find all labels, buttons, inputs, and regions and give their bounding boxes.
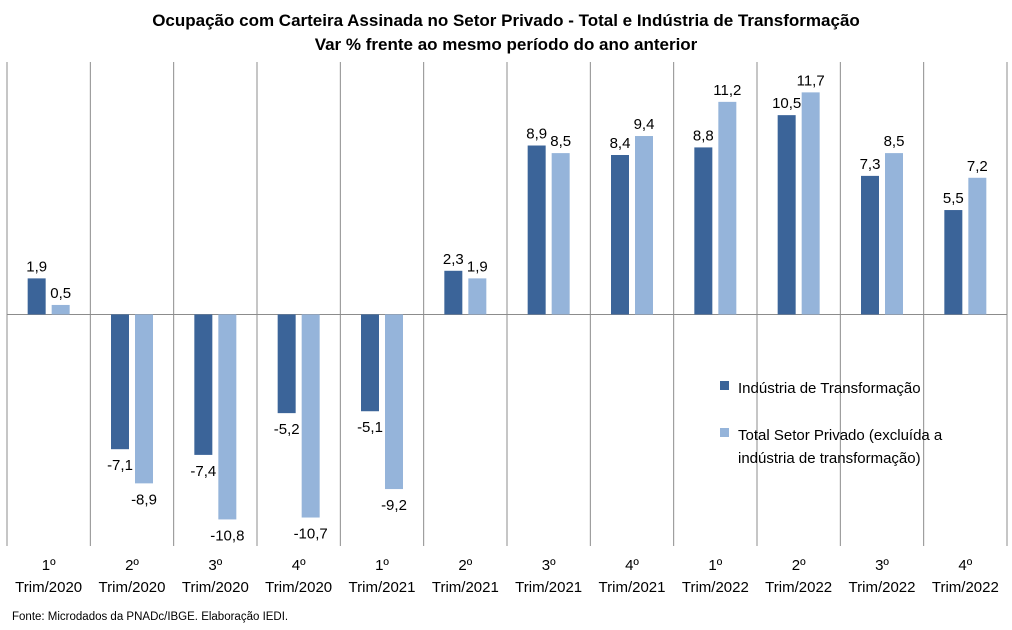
bar-total-6 — [551, 153, 570, 315]
bar-total-5 — [468, 278, 487, 315]
bar-industria-3 — [277, 314, 296, 414]
data-label: 7,3 — [860, 156, 881, 173]
bar-industria-5 — [444, 270, 463, 315]
bar-total-3 — [301, 314, 320, 518]
bar-total-0 — [51, 304, 70, 315]
x-tick-label: Trim/2021 — [432, 579, 499, 596]
x-tick-label: Trim/2022 — [932, 579, 999, 596]
data-label: -10,7 — [294, 526, 328, 543]
data-label: -5,1 — [357, 419, 383, 436]
bar-industria-7 — [611, 155, 629, 315]
data-label: 8,4 — [610, 135, 631, 152]
x-tick-label: Trim/2021 — [599, 579, 666, 596]
data-label: 8,8 — [693, 127, 714, 144]
data-label: 8,5 — [884, 133, 905, 150]
legend-label: Indústria de Transformação — [738, 380, 921, 397]
data-label: -7,4 — [190, 463, 216, 480]
bar-total-7 — [635, 136, 653, 315]
bar-industria-4 — [361, 314, 379, 412]
data-label: 8,9 — [526, 126, 547, 143]
bar-total-10 — [885, 153, 903, 315]
x-tick-label: 2º — [125, 557, 139, 574]
x-tick-label: 4º — [625, 557, 639, 574]
x-tick-label: 2º — [792, 557, 806, 574]
x-tick-label: Trim/2022 — [849, 579, 916, 596]
chart-title: Ocupação com Carteira Assinada no Setor … — [152, 11, 860, 30]
x-tick-label: 3º — [875, 557, 889, 574]
data-label: 2,3 — [443, 251, 464, 268]
bar-industria-6 — [527, 145, 546, 315]
x-tick-label: Trim/2020 — [15, 579, 82, 596]
bar-total-9 — [801, 92, 820, 315]
x-tick-label: Trim/2020 — [182, 579, 249, 596]
data-label: 5,5 — [943, 190, 964, 207]
data-label: 7,2 — [967, 158, 988, 175]
bar-industria-8 — [694, 147, 713, 315]
source-note: Fonte: Microdados da PNADc/IBGE. Elabora… — [12, 611, 289, 623]
x-tick-label: Trim/2022 — [682, 579, 749, 596]
data-label: 11,2 — [713, 82, 741, 99]
bar-industria-0 — [27, 278, 46, 315]
x-tick-label: Trim/2020 — [99, 579, 166, 596]
data-label: 1,9 — [467, 258, 488, 275]
bar-industria-2 — [194, 314, 213, 455]
x-tick-label: 4º — [958, 557, 972, 574]
data-label: -8,9 — [131, 491, 157, 508]
chart-title-block: Ocupação com Carteira Assinada no Setor … — [0, 9, 1012, 57]
bar-industria-11 — [944, 210, 963, 315]
x-tick-label: 1º — [708, 557, 722, 574]
x-tick-label: Trim/2021 — [515, 579, 582, 596]
chart-subtitle: Var % frente ao mesmo período do ano ant… — [314, 35, 698, 54]
bar-total-1 — [135, 314, 153, 484]
data-label: -5,2 — [274, 421, 300, 438]
bar-total-4 — [385, 314, 403, 490]
data-label: 1,9 — [26, 258, 47, 275]
data-label: 9,4 — [634, 116, 655, 133]
data-label: -10,8 — [210, 527, 244, 544]
data-label: 11,7 — [797, 72, 825, 89]
data-label: 10,5 — [772, 95, 801, 112]
legend-label: indústria de transformação) — [738, 450, 921, 467]
bar-total-2 — [218, 314, 237, 520]
data-label: -7,1 — [107, 457, 133, 474]
x-tick-label: Trim/2020 — [265, 579, 332, 596]
x-tick-label: Trim/2022 — [765, 579, 832, 596]
legend-swatch-total — [720, 428, 729, 437]
x-tick-label: 2º — [458, 557, 472, 574]
bar-industria-1 — [111, 314, 129, 450]
x-tick-label: 3º — [208, 557, 222, 574]
bar-total-8 — [718, 101, 737, 315]
x-tick-label: 3º — [542, 557, 556, 574]
x-tick-label: 4º — [292, 557, 306, 574]
data-label: -9,2 — [381, 497, 407, 514]
bar-total-11 — [968, 177, 987, 315]
x-tick-label: Trim/2021 — [349, 579, 416, 596]
x-tick-label: 1º — [375, 557, 389, 574]
bar-industria-10 — [861, 175, 879, 315]
data-label: 0,5 — [50, 285, 71, 302]
legend-label: Total Setor Privado (excluída a — [738, 427, 943, 444]
legend-swatch-industria — [720, 381, 729, 390]
x-tick-label: 1º — [42, 557, 56, 574]
data-label: 8,5 — [550, 133, 571, 150]
bar-industria-9 — [777, 115, 796, 315]
